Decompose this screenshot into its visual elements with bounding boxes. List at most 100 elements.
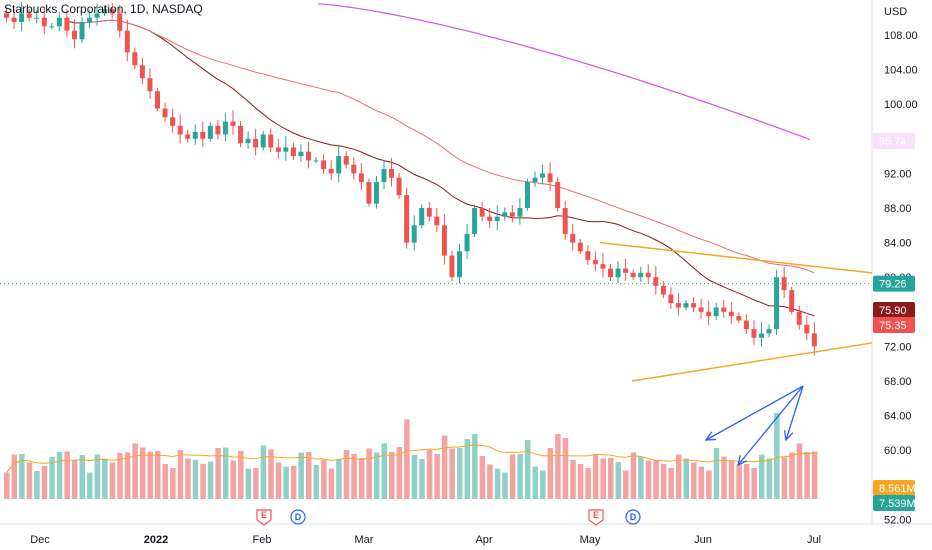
time-tick-label: Apr <box>475 534 492 546</box>
volume-bar <box>185 458 191 499</box>
volume-bar <box>109 462 116 499</box>
candle-body <box>464 233 470 252</box>
candle-body <box>41 17 47 27</box>
candle-body <box>245 138 251 144</box>
time-axis[interactable]: Dec 2022 Feb Mar Apr May Jun Jul <box>30 534 821 546</box>
annotation-arrowhead <box>704 431 717 441</box>
candle-body <box>313 160 319 162</box>
dividend-marker-label: D <box>630 512 637 522</box>
volume-bar <box>691 462 697 499</box>
volume-bar <box>464 439 471 499</box>
candle-body <box>728 311 734 317</box>
volume-bar <box>41 466 48 499</box>
volume-bar <box>615 462 622 499</box>
candle-body <box>472 208 478 234</box>
candle-body <box>343 156 349 165</box>
volume-bar <box>698 466 705 499</box>
candle-body <box>366 182 372 204</box>
volume-bar <box>177 450 184 499</box>
candle-body <box>449 255 455 278</box>
candle-body <box>562 208 568 234</box>
price-tick-label: 104.00 <box>884 65 918 77</box>
volume-bar <box>683 458 689 499</box>
candle-body <box>419 208 425 226</box>
price-tick-label: 64.00 <box>884 411 912 423</box>
volume-bar <box>19 454 25 499</box>
candle-body <box>691 303 697 308</box>
volume-bar <box>600 458 606 499</box>
candle-body <box>577 242 583 252</box>
volume-ma-badge-bg <box>873 480 915 496</box>
volume-bar <box>774 413 780 499</box>
currency-label: USD <box>884 6 907 18</box>
dividend-marker <box>625 509 641 525</box>
price-axis[interactable]: 52.0056.0060.0064.0068.0072.0076.0080.00… <box>873 30 918 526</box>
volume-bar <box>706 470 712 499</box>
candle-body <box>532 177 538 183</box>
volume-bar <box>139 447 146 499</box>
volume-bar <box>373 452 380 499</box>
candle-body <box>87 17 93 23</box>
volume-value-badge-bg <box>873 495 915 511</box>
candle-body <box>321 160 327 170</box>
volume-bar <box>555 434 561 499</box>
volume-bar <box>298 452 304 499</box>
price-tick-label: 92.00 <box>884 168 912 180</box>
volume-bar <box>645 460 652 499</box>
volume-bar <box>585 468 591 499</box>
volume-bar <box>192 459 199 499</box>
candle-body <box>653 277 659 286</box>
candle-body <box>155 91 160 109</box>
candle-body <box>200 131 206 139</box>
volume-bar <box>34 471 40 499</box>
volume-bar <box>94 454 101 499</box>
volume-bar <box>570 460 576 499</box>
candle-body <box>517 208 523 217</box>
ma20-value-badge-bg <box>873 317 915 333</box>
candle-body <box>404 195 410 243</box>
volume-bar <box>207 461 214 499</box>
last-price-badge-bg <box>873 275 915 292</box>
candle-body <box>487 216 493 221</box>
volume-bar <box>743 464 750 499</box>
volume-bar <box>381 443 387 499</box>
candle-body <box>222 121 228 135</box>
candle-body <box>389 169 395 178</box>
price-tick-label: 100.00 <box>884 99 918 111</box>
volume-bar <box>260 445 267 499</box>
candle-body <box>139 65 145 79</box>
volume-bar <box>811 451 818 499</box>
candle-body <box>411 225 417 243</box>
candle-body <box>328 169 334 174</box>
candle-body <box>253 138 259 148</box>
volume-bar <box>222 447 229 499</box>
volume-bar <box>494 468 501 499</box>
volume-bar <box>170 468 176 499</box>
volume-bar <box>4 472 10 499</box>
volume-bar <box>147 451 153 499</box>
candle-body <box>502 212 508 217</box>
candle-body <box>570 233 576 243</box>
volume-bar <box>517 454 523 499</box>
time-tick-label: Feb <box>253 534 272 546</box>
volume-bar <box>434 454 440 499</box>
volume-bar <box>766 458 773 499</box>
volume-bar <box>336 459 342 499</box>
volume-bar <box>306 452 312 499</box>
candle-body <box>600 264 606 269</box>
candle-body <box>34 17 40 19</box>
volume-bar <box>426 450 433 499</box>
candle-body <box>26 13 32 18</box>
candle-body <box>592 259 598 265</box>
candle-body <box>434 216 440 226</box>
price-tick-label: 72.00 <box>884 341 912 353</box>
candle-body <box>336 156 342 174</box>
candle-body <box>509 212 515 217</box>
candle-body <box>117 13 123 31</box>
volume-bar <box>253 468 259 499</box>
volume-bar <box>268 449 274 499</box>
price-tick-label: 60.00 <box>884 445 912 457</box>
candlesticks <box>4 2 817 356</box>
volume-bar <box>675 454 682 499</box>
